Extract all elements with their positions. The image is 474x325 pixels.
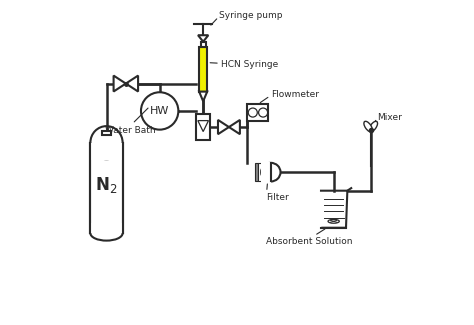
Polygon shape [89,224,124,233]
Polygon shape [89,143,124,160]
Text: Filter: Filter [266,193,289,202]
Polygon shape [198,121,209,132]
Polygon shape [198,35,208,42]
Text: Syringe pump: Syringe pump [219,11,283,20]
Polygon shape [199,92,207,101]
Text: HCN Syringe: HCN Syringe [221,60,278,69]
Polygon shape [102,131,110,135]
Polygon shape [258,163,271,181]
Polygon shape [199,46,207,92]
Polygon shape [91,143,123,233]
Ellipse shape [369,121,378,132]
Text: Absorbent Solution: Absorbent Solution [266,237,353,246]
Text: Mixer: Mixer [377,113,402,122]
Ellipse shape [91,226,123,240]
Polygon shape [247,104,268,121]
Polygon shape [218,120,229,134]
Polygon shape [261,162,271,183]
Circle shape [248,108,257,117]
Text: Water Bath: Water Bath [105,126,156,136]
Ellipse shape [328,219,339,223]
Ellipse shape [91,126,123,159]
Circle shape [259,108,268,117]
Text: Flowmeter: Flowmeter [271,90,319,99]
Circle shape [141,92,178,130]
Ellipse shape [364,121,373,132]
Polygon shape [196,114,210,140]
Text: HW: HW [150,106,169,116]
Polygon shape [229,120,240,134]
Ellipse shape [261,163,281,181]
Text: N$_2$: N$_2$ [95,175,118,195]
Polygon shape [114,76,126,92]
Polygon shape [126,76,138,92]
Polygon shape [201,42,206,46]
Polygon shape [255,163,258,181]
